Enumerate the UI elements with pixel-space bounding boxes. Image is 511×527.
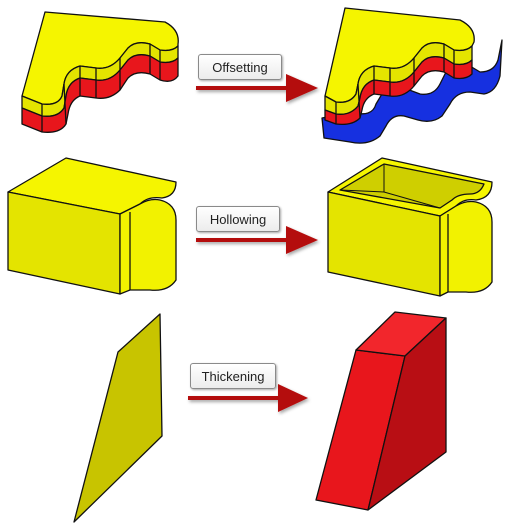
arrow-thickening	[188, 384, 308, 412]
arrow-offsetting	[196, 74, 318, 102]
arrow-hollowing	[196, 226, 318, 254]
hollowing-label: Hollowing	[196, 206, 280, 232]
offset-result-solid	[321, 7, 503, 144]
thickening-label: Thickening	[190, 363, 276, 389]
thicken-source-sheet	[73, 313, 163, 523]
hollow-source-solid	[7, 157, 177, 295]
hollow-result-solid	[327, 157, 493, 297]
offset-source-solid	[21, 11, 179, 133]
offsetting-label: Offsetting	[198, 54, 282, 80]
thicken-result-solid	[315, 311, 447, 511]
